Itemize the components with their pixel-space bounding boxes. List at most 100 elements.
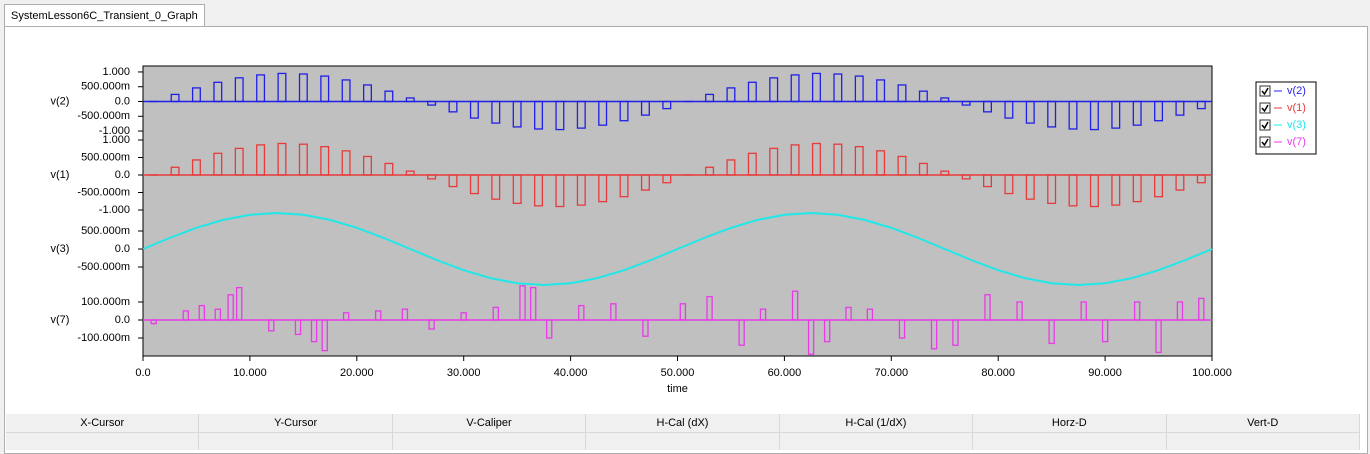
pulse <box>598 174 608 203</box>
pulse <box>320 75 330 103</box>
pulse <box>277 142 287 176</box>
tab[interactable]: SystemLesson6C_Transient_0_Graph <box>4 4 205 27</box>
pulse <box>1132 174 1142 203</box>
pulse <box>854 75 864 103</box>
pulse <box>512 100 522 128</box>
pulse <box>1133 301 1141 321</box>
pulse <box>320 145 330 176</box>
pulse <box>726 159 736 176</box>
y-tick-label: 0.0 <box>115 169 130 181</box>
y-tick-label: 1.000 <box>102 134 130 146</box>
value-cell <box>6 432 200 450</box>
pulse <box>268 319 275 332</box>
y-tick-label: -1.000 <box>99 204 130 216</box>
pulse <box>298 73 308 103</box>
pulse <box>182 310 189 321</box>
x-tick-label: 40.000 <box>554 367 588 379</box>
pulse <box>234 147 244 176</box>
pulse <box>341 150 351 176</box>
pulse <box>578 304 585 321</box>
pulse <box>321 319 328 352</box>
column-header: V-Caliper <box>392 414 587 432</box>
pulse <box>662 174 672 184</box>
pulse <box>534 174 544 207</box>
pulse <box>519 285 526 321</box>
y-tick-label: 500.000m <box>81 151 130 163</box>
pulse <box>555 174 565 208</box>
pulse <box>1196 100 1206 110</box>
pulse <box>384 162 394 176</box>
pulse <box>876 79 886 103</box>
pulse <box>362 155 372 176</box>
y-tick-label: 1.000 <box>102 66 130 78</box>
pulse <box>706 295 713 321</box>
pulse <box>555 100 565 131</box>
pulse <box>374 310 382 321</box>
column-header: Y-Cursor <box>199 414 393 432</box>
pulse <box>170 166 180 176</box>
pulse <box>310 319 318 343</box>
column-header: Vert-D <box>1166 414 1360 432</box>
pulse <box>1025 174 1035 200</box>
plot-area <box>142 65 1213 357</box>
pulse <box>952 319 959 346</box>
pulse <box>256 144 266 176</box>
pulse <box>341 79 351 103</box>
line <box>142 211 1213 287</box>
pulse <box>191 87 201 103</box>
pulse <box>833 143 843 176</box>
pulse <box>640 100 650 116</box>
value-cell <box>392 432 587 450</box>
pulse <box>546 319 553 339</box>
cursor-table: X-Cursor Y-Cursor V-Caliper H-Cal (dX) H-Cal… <box>6 414 1360 450</box>
pulse <box>940 97 950 103</box>
pulse <box>427 100 437 106</box>
pulse <box>512 174 522 205</box>
pulse <box>1048 319 1055 345</box>
legend-label: v(3) <box>1287 119 1306 131</box>
pulse <box>1047 174 1057 205</box>
legend-checkbox[interactable] <box>1259 136 1271 148</box>
header-row: X-Cursor Y-Cursor V-Caliper H-Cal (dX) H-Cal… <box>6 414 1360 432</box>
value-cell <box>586 432 780 450</box>
x-tick-label: 80.000 <box>981 367 1015 379</box>
value-cell <box>973 432 1167 450</box>
x-tick-label: 60.000 <box>768 367 802 379</box>
pulse <box>759 308 767 321</box>
axis-label: v(7) <box>51 314 70 326</box>
x-tick-label: 100.000 <box>1192 367 1232 379</box>
pulse <box>1025 100 1035 124</box>
value-cell <box>199 432 393 450</box>
pulse <box>448 174 458 188</box>
pulse <box>866 308 874 321</box>
x-axis-label: time <box>667 383 688 395</box>
pulse <box>401 308 409 321</box>
y-tick-label: -100.000m <box>77 332 130 344</box>
pulse <box>213 81 223 103</box>
pulse <box>791 290 799 321</box>
pulse <box>940 170 950 176</box>
pulse <box>342 312 350 321</box>
legend-checkbox[interactable] <box>1259 102 1271 114</box>
pulse <box>191 159 201 176</box>
legend-checkbox[interactable] <box>1259 119 1271 131</box>
pulse <box>898 319 906 339</box>
pulse <box>640 174 650 191</box>
pulse <box>1089 100 1099 131</box>
x-tick-label: 10.000 <box>233 367 267 379</box>
pulse <box>448 100 458 113</box>
legend-checkbox[interactable] <box>1259 85 1271 97</box>
pulse <box>598 100 608 126</box>
pulse <box>1154 174 1164 198</box>
legend-label: v(2) <box>1287 85 1306 97</box>
legend-label: v(7) <box>1287 136 1306 148</box>
column-header: X-Cursor <box>6 414 200 432</box>
y-tick-label: 0.0 <box>115 95 130 107</box>
pulse <box>619 174 629 198</box>
pulse <box>198 304 206 321</box>
x-tick-label: 90.000 <box>1088 367 1122 379</box>
pulse <box>790 144 800 176</box>
pulse <box>1132 100 1142 126</box>
pulse <box>983 100 993 113</box>
